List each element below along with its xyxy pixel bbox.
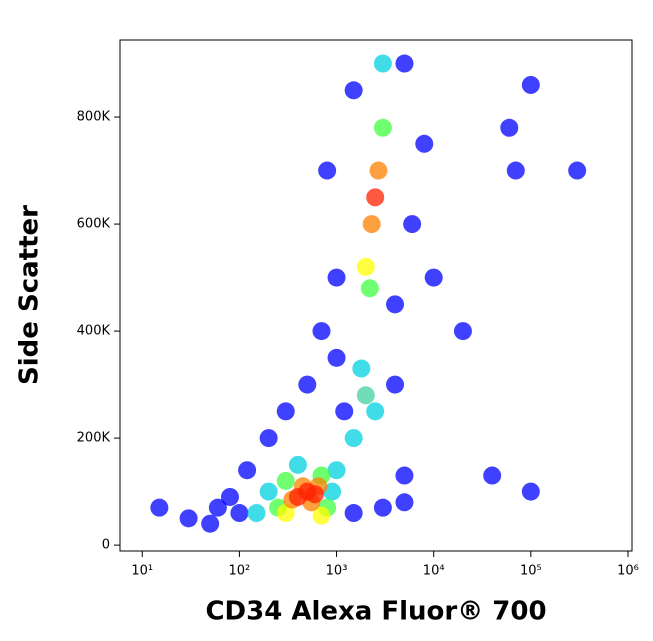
- point: [483, 466, 502, 485]
- point: [356, 386, 375, 405]
- point: [386, 375, 405, 394]
- point: [395, 466, 414, 485]
- point: [395, 54, 414, 73]
- point: [344, 81, 363, 100]
- point: [373, 498, 392, 517]
- point: [373, 118, 392, 137]
- point: [521, 482, 540, 501]
- point: [259, 482, 278, 501]
- point: [500, 118, 519, 137]
- point: [366, 402, 385, 421]
- y-tick-label: 0: [102, 538, 110, 553]
- point: [327, 348, 346, 367]
- point: [150, 498, 169, 517]
- point: [276, 402, 295, 421]
- point: [344, 504, 363, 523]
- point: [327, 461, 346, 480]
- point: [259, 429, 278, 448]
- point: [521, 75, 540, 94]
- x-tick-label: 10¹: [131, 564, 153, 579]
- point: [356, 257, 375, 276]
- point: [327, 268, 346, 287]
- y-tick-label: 800K: [77, 110, 111, 125]
- point: [179, 509, 198, 528]
- point: [506, 161, 525, 180]
- plot-frame: [119, 39, 633, 552]
- point: [369, 161, 388, 180]
- point: [415, 134, 434, 153]
- x-tick-label: 10²: [229, 564, 251, 579]
- y-tick-label: 600K: [77, 217, 111, 232]
- point: [312, 322, 331, 341]
- point: [220, 487, 239, 506]
- point: [568, 161, 587, 180]
- point: [366, 188, 385, 207]
- point: [323, 482, 342, 501]
- point: [453, 322, 472, 341]
- point: [276, 504, 295, 523]
- point: [247, 504, 266, 523]
- point: [312, 506, 331, 525]
- x-tick-label: 10⁴: [423, 564, 445, 579]
- point: [373, 54, 392, 73]
- point: [201, 514, 220, 533]
- y-tick-label: 200K: [77, 431, 111, 446]
- point: [318, 161, 337, 180]
- x-tick-label: 10⁵: [520, 564, 542, 579]
- point: [395, 493, 414, 512]
- point: [298, 375, 317, 394]
- point: [352, 359, 371, 378]
- point: [238, 461, 257, 480]
- point: [230, 504, 249, 523]
- x-tick-label: 10⁶: [617, 564, 639, 579]
- point: [335, 402, 354, 421]
- x-axis-title: CD34 Alexa Fluor® 700: [205, 597, 546, 627]
- y-axis-title: Side Scatter: [15, 205, 45, 385]
- x-tick-label: 10³: [326, 564, 348, 579]
- point: [288, 455, 307, 474]
- point: [386, 295, 405, 314]
- point: [276, 471, 295, 490]
- y-tick-label: 400K: [77, 324, 111, 339]
- point: [208, 498, 227, 517]
- point: [362, 215, 381, 234]
- point: [305, 485, 324, 504]
- points: [150, 54, 587, 533]
- point: [403, 215, 422, 234]
- point: [344, 429, 363, 448]
- point: [424, 268, 443, 287]
- point: [360, 279, 379, 298]
